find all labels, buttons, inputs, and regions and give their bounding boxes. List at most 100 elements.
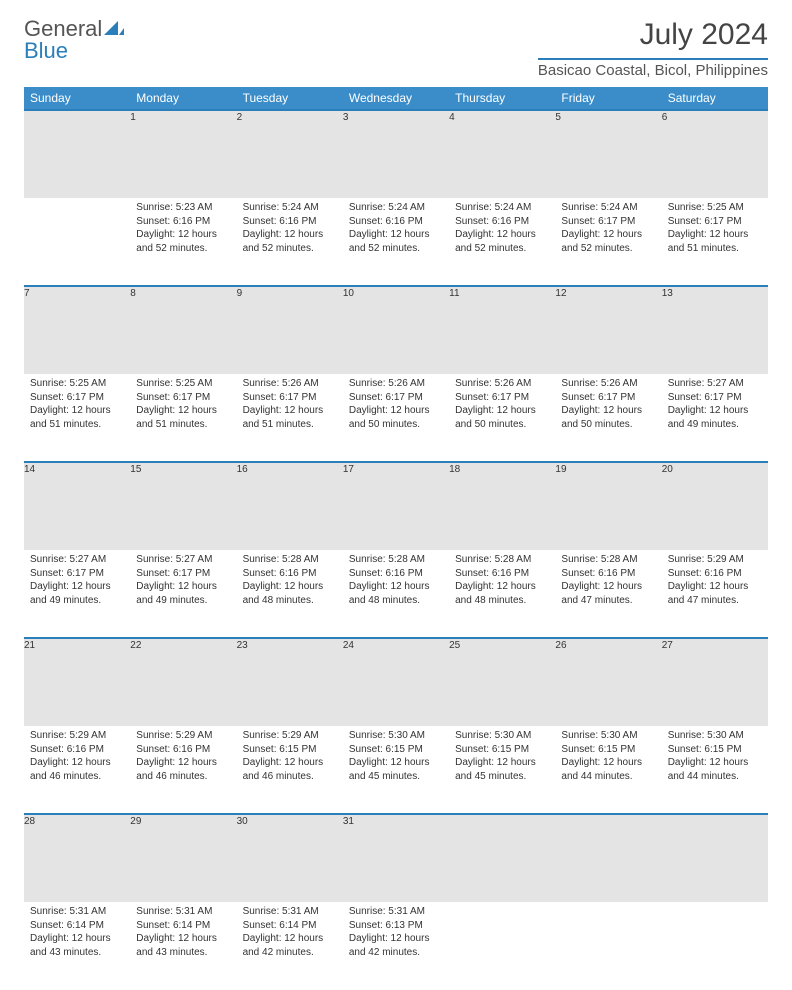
day-number: 12 — [555, 286, 661, 374]
day-number: 30 — [237, 814, 343, 902]
daylight-text: Daylight: 12 hours and 48 minutes. — [455, 580, 549, 607]
day-number: 27 — [662, 638, 768, 726]
day-cell: Sunrise: 5:31 AMSunset: 6:14 PMDaylight:… — [237, 902, 343, 990]
day-number: 25 — [449, 638, 555, 726]
month-title: July 2024 — [538, 18, 768, 52]
daylight-text: Daylight: 12 hours and 52 minutes. — [243, 228, 337, 255]
day-cell: Sunrise: 5:31 AMSunset: 6:14 PMDaylight:… — [130, 902, 236, 990]
day-number: 16 — [237, 462, 343, 550]
day-cell: Sunrise: 5:26 AMSunset: 6:17 PMDaylight:… — [343, 374, 449, 462]
sunset-text: Sunset: 6:15 PM — [455, 743, 549, 757]
daylight-text: Daylight: 12 hours and 43 minutes. — [136, 932, 230, 959]
day-cell: Sunrise: 5:25 AMSunset: 6:17 PMDaylight:… — [130, 374, 236, 462]
daylight-text: Daylight: 12 hours and 52 minutes. — [349, 228, 443, 255]
daylight-text: Daylight: 12 hours and 48 minutes. — [243, 580, 337, 607]
day-number: 29 — [130, 814, 236, 902]
day-number: 11 — [449, 286, 555, 374]
sunset-text: Sunset: 6:16 PM — [136, 215, 230, 229]
sunrise-text: Sunrise: 5:25 AM — [30, 377, 124, 391]
daylight-text: Daylight: 12 hours and 51 minutes. — [136, 404, 230, 431]
week-daynum-row: 14151617181920 — [24, 462, 768, 550]
sunset-text: Sunset: 6:16 PM — [243, 567, 337, 581]
day-number — [449, 814, 555, 902]
sunset-text: Sunset: 6:17 PM — [136, 391, 230, 405]
sunset-text: Sunset: 6:14 PM — [136, 919, 230, 933]
day-cell: Sunrise: 5:31 AMSunset: 6:14 PMDaylight:… — [24, 902, 130, 990]
daylight-text: Daylight: 12 hours and 46 minutes. — [30, 756, 124, 783]
week-daynum-row: 123456 — [24, 110, 768, 198]
daylight-text: Daylight: 12 hours and 52 minutes. — [136, 228, 230, 255]
day-cell: Sunrise: 5:27 AMSunset: 6:17 PMDaylight:… — [130, 550, 236, 638]
daylight-text: Daylight: 12 hours and 47 minutes. — [561, 580, 655, 607]
sunrise-text: Sunrise: 5:30 AM — [668, 729, 762, 743]
day-cell: Sunrise: 5:24 AMSunset: 6:16 PMDaylight:… — [343, 198, 449, 286]
daylight-text: Daylight: 12 hours and 45 minutes. — [455, 756, 549, 783]
daylight-text: Daylight: 12 hours and 46 minutes. — [243, 756, 337, 783]
calendar-table: Sunday Monday Tuesday Wednesday Thursday… — [24, 87, 768, 990]
day-header-row: Sunday Monday Tuesday Wednesday Thursday… — [24, 87, 768, 110]
sunset-text: Sunset: 6:16 PM — [349, 215, 443, 229]
daylight-text: Daylight: 12 hours and 49 minutes. — [668, 404, 762, 431]
day-number: 4 — [449, 110, 555, 198]
day-number: 20 — [662, 462, 768, 550]
day-number: 18 — [449, 462, 555, 550]
day-cell — [449, 902, 555, 990]
sunrise-text: Sunrise: 5:28 AM — [455, 553, 549, 567]
sunset-text: Sunset: 6:16 PM — [136, 743, 230, 757]
sunrise-text: Sunrise: 5:26 AM — [455, 377, 549, 391]
day-number: 17 — [343, 462, 449, 550]
day-number: 5 — [555, 110, 661, 198]
location-text: Basicao Coastal, Bicol, Philippines — [538, 62, 768, 79]
sunrise-text: Sunrise: 5:28 AM — [243, 553, 337, 567]
sunrise-text: Sunrise: 5:28 AM — [349, 553, 443, 567]
sunset-text: Sunset: 6:14 PM — [30, 919, 124, 933]
day-number: 6 — [662, 110, 768, 198]
col-monday: Monday — [130, 87, 236, 110]
day-cell: Sunrise: 5:24 AMSunset: 6:16 PMDaylight:… — [449, 198, 555, 286]
week-daynum-row: 78910111213 — [24, 286, 768, 374]
day-cell: Sunrise: 5:30 AMSunset: 6:15 PMDaylight:… — [449, 726, 555, 814]
day-number: 3 — [343, 110, 449, 198]
week-body-row: Sunrise: 5:25 AMSunset: 6:17 PMDaylight:… — [24, 374, 768, 462]
daylight-text: Daylight: 12 hours and 50 minutes. — [455, 404, 549, 431]
day-number: 21 — [24, 638, 130, 726]
daylight-text: Daylight: 12 hours and 51 minutes. — [243, 404, 337, 431]
col-friday: Friday — [555, 87, 661, 110]
sunrise-text: Sunrise: 5:27 AM — [668, 377, 762, 391]
col-sunday: Sunday — [24, 87, 130, 110]
day-cell: Sunrise: 5:28 AMSunset: 6:16 PMDaylight:… — [449, 550, 555, 638]
day-cell: Sunrise: 5:27 AMSunset: 6:17 PMDaylight:… — [24, 550, 130, 638]
day-number: 22 — [130, 638, 236, 726]
brand-logo: General Blue — [24, 18, 124, 62]
daylight-text: Daylight: 12 hours and 49 minutes. — [136, 580, 230, 607]
day-cell — [24, 198, 130, 286]
sunset-text: Sunset: 6:17 PM — [668, 391, 762, 405]
sunrise-text: Sunrise: 5:29 AM — [243, 729, 337, 743]
daylight-text: Daylight: 12 hours and 52 minutes. — [455, 228, 549, 255]
brand-part2: Blue — [24, 38, 68, 63]
sunset-text: Sunset: 6:17 PM — [668, 215, 762, 229]
sunrise-text: Sunrise: 5:30 AM — [561, 729, 655, 743]
sunset-text: Sunset: 6:16 PM — [668, 567, 762, 581]
daylight-text: Daylight: 12 hours and 42 minutes. — [349, 932, 443, 959]
daylight-text: Daylight: 12 hours and 44 minutes. — [668, 756, 762, 783]
day-cell: Sunrise: 5:26 AMSunset: 6:17 PMDaylight:… — [449, 374, 555, 462]
sunrise-text: Sunrise: 5:24 AM — [243, 201, 337, 215]
daylight-text: Daylight: 12 hours and 43 minutes. — [30, 932, 124, 959]
sunrise-text: Sunrise: 5:26 AM — [243, 377, 337, 391]
day-number — [662, 814, 768, 902]
sunset-text: Sunset: 6:16 PM — [30, 743, 124, 757]
sunset-text: Sunset: 6:17 PM — [30, 567, 124, 581]
sunrise-text: Sunrise: 5:24 AM — [561, 201, 655, 215]
day-cell: Sunrise: 5:26 AMSunset: 6:17 PMDaylight:… — [237, 374, 343, 462]
sunset-text: Sunset: 6:17 PM — [349, 391, 443, 405]
day-cell: Sunrise: 5:29 AMSunset: 6:16 PMDaylight:… — [24, 726, 130, 814]
sunset-text: Sunset: 6:17 PM — [561, 391, 655, 405]
daylight-text: Daylight: 12 hours and 48 minutes. — [349, 580, 443, 607]
day-cell: Sunrise: 5:31 AMSunset: 6:13 PMDaylight:… — [343, 902, 449, 990]
day-number: 19 — [555, 462, 661, 550]
col-thursday: Thursday — [449, 87, 555, 110]
sunrise-text: Sunrise: 5:29 AM — [668, 553, 762, 567]
day-cell — [662, 902, 768, 990]
title-block: July 2024 Basicao Coastal, Bicol, Philip… — [538, 18, 768, 79]
